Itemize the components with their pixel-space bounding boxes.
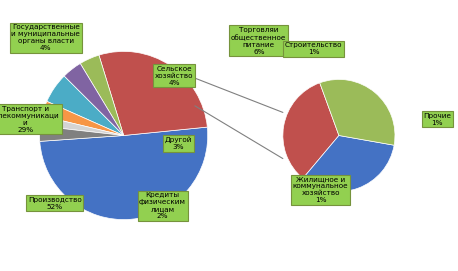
- Text: Транспорт и
телекоммуникаци
и
29%: Транспорт и телекоммуникаци и 29%: [0, 106, 60, 133]
- Text: Другой
3%: Другой 3%: [165, 137, 192, 150]
- Wedge shape: [40, 116, 124, 136]
- Text: Государственные
и муниципальные
органы власти
4%: Государственные и муниципальные органы в…: [11, 24, 80, 51]
- Wedge shape: [47, 76, 124, 136]
- Wedge shape: [99, 51, 207, 136]
- Wedge shape: [39, 126, 124, 141]
- Text: Жилищное и
коммунальное
хозяйство
1%: Жилищное и коммунальное хозяйство 1%: [293, 176, 349, 203]
- Wedge shape: [303, 136, 394, 192]
- Wedge shape: [40, 127, 208, 220]
- Text: Торговляи
общественное
питание
6%: Торговляи общественное питание 6%: [231, 27, 286, 55]
- Wedge shape: [80, 55, 124, 136]
- Text: Прочие
1%: Прочие 1%: [423, 113, 452, 126]
- Text: Сельское
хозяйство
4%: Сельское хозяйство 4%: [155, 66, 193, 86]
- Wedge shape: [64, 63, 124, 136]
- Text: Строительство
1%: Строительство 1%: [285, 42, 343, 55]
- Wedge shape: [42, 101, 124, 136]
- Text: Кредиты
физическим
лицам
2%: Кредиты физическим лицам 2%: [139, 192, 186, 220]
- Wedge shape: [320, 79, 395, 145]
- Text: Производство
52%: Производство 52%: [28, 197, 82, 210]
- Wedge shape: [283, 83, 339, 178]
